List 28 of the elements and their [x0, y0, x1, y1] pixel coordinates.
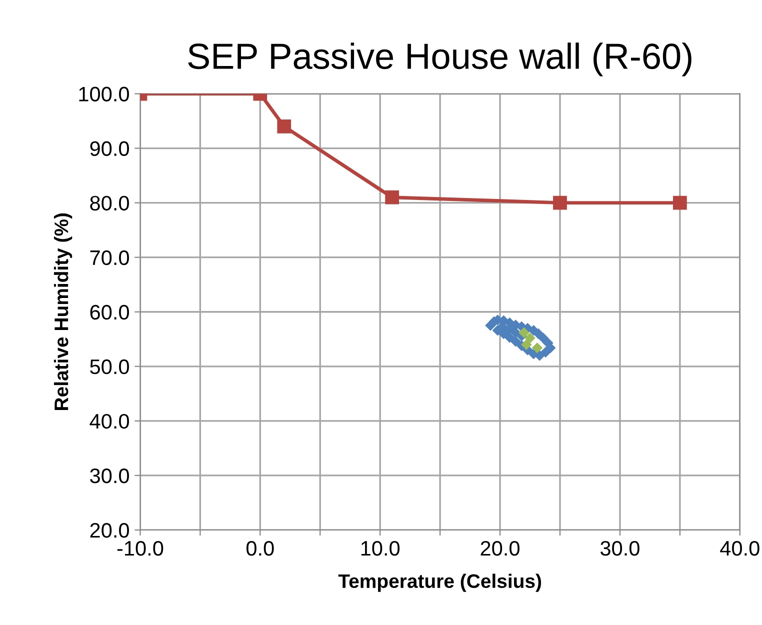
y-tick-label: 30.0 — [90, 468, 129, 484]
y-tick-label: 100.0 — [79, 86, 129, 102]
point — [532, 342, 543, 354]
point — [524, 332, 536, 344]
y-tick-label: 50.0 — [90, 359, 129, 374]
chart-title: SEP Passive House wall (R-60) — [188, 42, 692, 76]
point — [277, 120, 292, 134]
y-tick-label: 40.0 — [90, 414, 129, 429]
point — [521, 339, 532, 350]
y-axis-title: Relative Humidity (%) — [54, 213, 72, 410]
x-tick-label: 40.0 — [720, 540, 760, 556]
x-tick-label: 0.0 — [246, 540, 274, 556]
y-tick-label: 70.0 — [90, 250, 129, 266]
point — [540, 346, 551, 358]
x-tick-label: 20.0 — [480, 540, 520, 556]
y-tick-label: 60.0 — [90, 304, 129, 320]
x-axis-title: Temperature (Celsius) — [338, 574, 542, 592]
x-tick-label: 30.0 — [600, 540, 640, 556]
x-tick-label: 10.0 — [361, 540, 400, 556]
point — [518, 327, 530, 338]
point — [553, 196, 567, 210]
y-tick-label: 20.0 — [90, 523, 129, 538]
x-tick-label: -10.0 — [117, 540, 164, 556]
y-tick-label: 90.0 — [90, 141, 129, 156]
point — [538, 332, 549, 344]
point — [385, 190, 400, 204]
point — [672, 196, 687, 210]
y-tick-label: 80.0 — [90, 196, 129, 211]
